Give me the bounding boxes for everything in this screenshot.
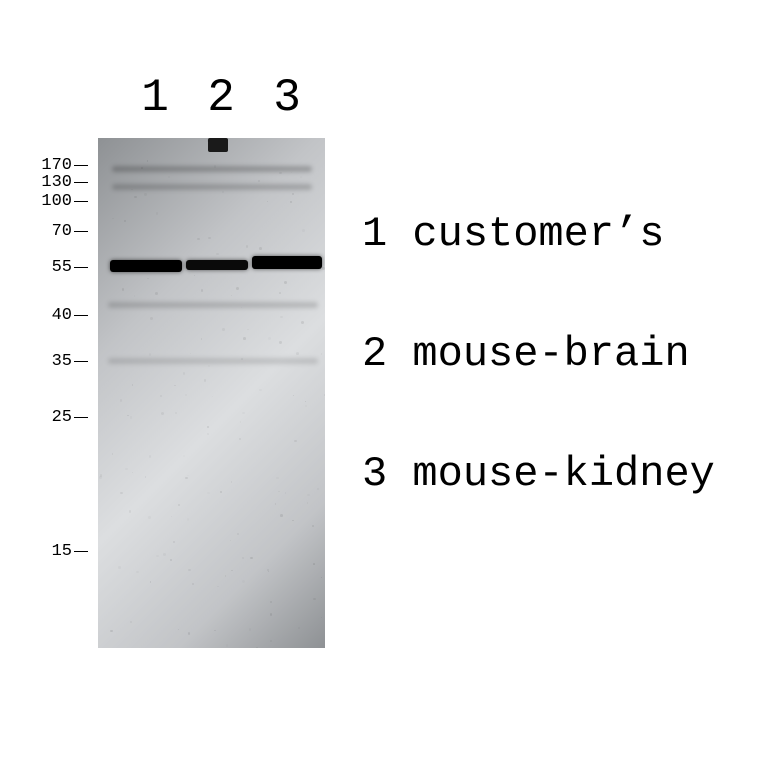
faint-band-1: [112, 184, 312, 190]
marker-label: 25: [52, 408, 72, 427]
blot-background: [98, 138, 325, 648]
blot-image: [98, 138, 325, 648]
marker-label: 70: [52, 222, 72, 241]
marker-55: 55: [52, 258, 88, 277]
legend-item-2: 2 mouse-brain: [362, 330, 690, 378]
marker-15: 15: [52, 542, 88, 561]
lane-label-2: 2: [191, 72, 251, 124]
band-lane-1: [110, 260, 182, 272]
figure-container: 1 2 3 170130100705540352515 1 customer’s…: [0, 0, 764, 764]
legend-item-3: 3 mouse-kidney: [362, 450, 715, 498]
marker-label: 100: [41, 192, 72, 211]
faint-band-2: [108, 302, 318, 308]
marker-tick: [74, 165, 88, 166]
marker-tick: [74, 551, 88, 552]
marker-label: 40: [52, 306, 72, 325]
band-lane-3: [252, 256, 322, 269]
marker-tick: [74, 182, 88, 183]
lane-label-3: 3: [257, 72, 317, 124]
faint-band-3: [108, 358, 318, 364]
marker-35: 35: [52, 352, 88, 371]
marker-label: 15: [52, 542, 72, 561]
marker-130: 130: [41, 173, 88, 192]
legend-item-1: 1 customer’s: [362, 210, 664, 258]
marker-label: 130: [41, 173, 72, 192]
marker-tick: [74, 315, 88, 316]
marker-tick: [74, 417, 88, 418]
band-lane-2: [186, 260, 248, 270]
marker-tick: [74, 361, 88, 362]
marker-100: 100: [41, 192, 88, 211]
artifact-spot: [208, 138, 228, 152]
marker-label: 35: [52, 352, 72, 371]
marker-25: 25: [52, 408, 88, 427]
marker-label: 55: [52, 258, 72, 277]
marker-70: 70: [52, 222, 88, 241]
lane-label-1: 1: [125, 72, 185, 124]
lane-header: 1 2 3: [125, 72, 317, 124]
marker-tick: [74, 267, 88, 268]
marker-tick: [74, 201, 88, 202]
marker-tick: [74, 231, 88, 232]
marker-40: 40: [52, 306, 88, 325]
